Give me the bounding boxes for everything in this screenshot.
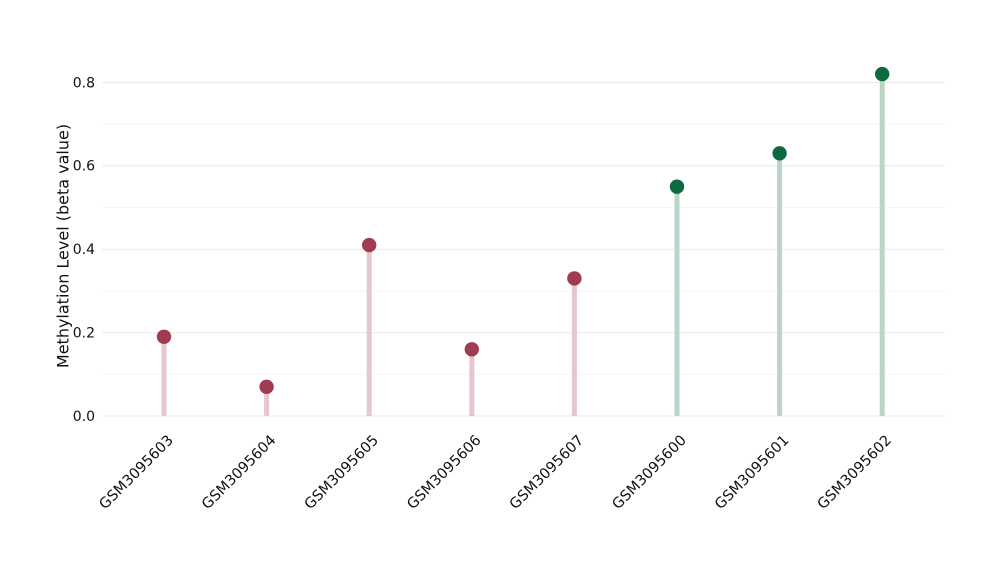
dots-layer [156,66,890,395]
x-tick-label: GSM3095602 [815,433,895,513]
x-tick-label: GSM3095604 [199,433,279,513]
lollipop-dot [875,66,890,82]
y-tick-label: 0.4 [73,242,95,258]
lollipop-dot [772,146,787,161]
y-axis-title: Methylation Level (beta value) [54,124,73,368]
lollipop-dot [669,179,685,194]
stems-layer [161,77,885,416]
y-tick-label: 0.0 [73,409,95,425]
lollipop-dot [259,379,274,395]
x-tick-label: GSM3095607 [507,433,587,513]
lollipop-dot [156,329,172,344]
x-tick-label: GSM3095606 [404,433,484,513]
y-tick-label: 0.2 [73,326,95,342]
x-tick-label: GSM3095600 [610,433,690,513]
x-tick-labels: GSM3095603 GSM3095604 GSM3095605 GSM3095606… [97,433,895,513]
x-tick-label: GSM3095605 [302,433,382,513]
y-tick-labels: 0.0 0.2 0.4 0.6 0.8 [73,75,95,425]
lollipop-dot [567,271,582,286]
lollipop-dot [464,342,479,357]
x-tick-label: GSM3095603 [97,433,177,513]
x-tick-label: GSM3095601 [712,433,792,513]
lollipop-dot [362,237,377,253]
grid-minor-layer [102,123,945,375]
y-tick-label: 0.6 [73,159,95,175]
y-tick-label: 0.8 [73,75,95,91]
grid-major-layer [102,81,945,417]
